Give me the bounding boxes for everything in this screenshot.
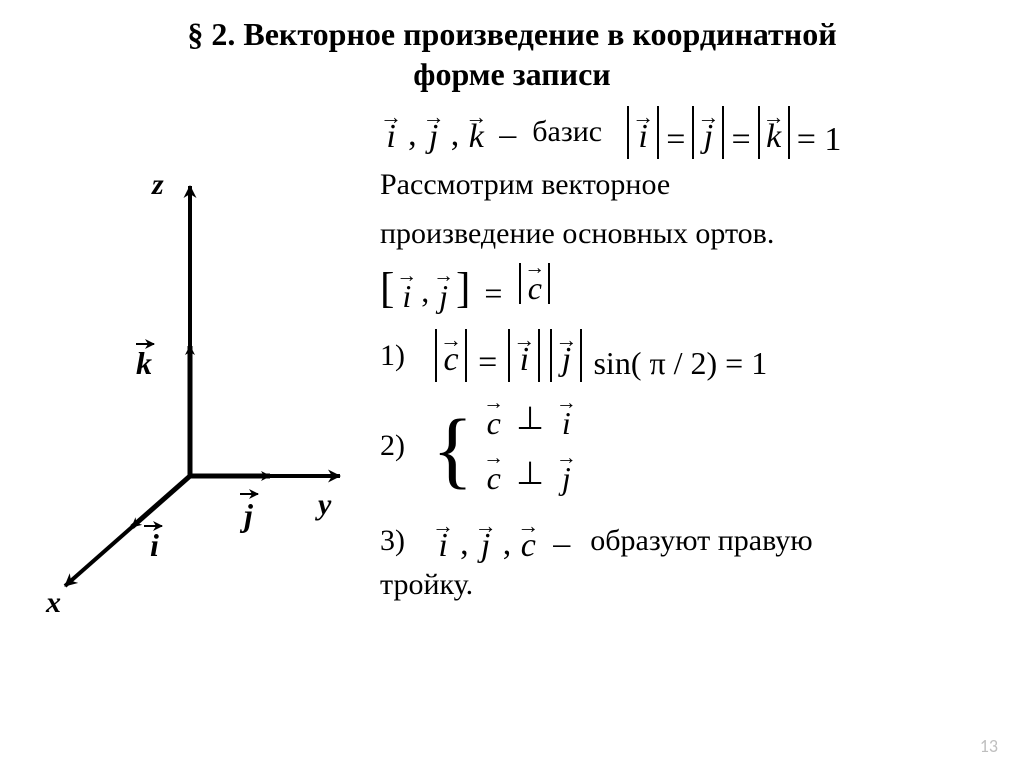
axes-svg: z y x k j i [40,146,370,616]
item-3: 3) →i , →j , →c – образуют правую тройку… [380,520,1024,604]
axis-label-x: x [45,586,61,616]
label-j: j [239,494,258,533]
page: § 2. Векторное произведение в координатн… [0,0,1024,767]
axis-label-z: z [151,168,164,201]
consider-line-2: произведение основных ортов. [380,214,1024,253]
curly-brace-icon: { [432,415,473,484]
abs-j: →j [689,106,727,159]
content-area: z y x k j i [40,106,984,746]
svg-text:j: j [239,497,253,533]
vec-i: →i [380,111,402,154]
slide-number: 13 [980,735,998,757]
svg-text:k: k [136,345,152,381]
axes-diagram: z y x k j i [40,146,370,606]
unit-vector-i [132,476,190,527]
basis-line: →i , →j , →k – базис →i = →j = →k = 1 [380,106,1024,159]
svg-text:i: i [150,527,159,563]
eq-one: = 1 [797,121,842,159]
vec-k: →k [465,111,487,154]
label-i: i [144,526,162,563]
abs-k: →k [755,106,793,159]
cross-eq: →i , →j = →c [380,263,1024,320]
label-k: k [136,344,154,381]
consider-line-1: Рассмотрим векторное [380,165,1024,204]
section-title: § 2. Векторное произведение в координатн… [40,14,984,94]
bracket-ij: →i , →j [380,263,470,319]
abs-c-small: →c [516,263,553,305]
item-2: 2) { →c ⊥ →i →c ⊥ →j [380,398,1024,493]
item-1: 1) →c = →i →j sin( π / 2) = 1 [380,329,1024,382]
abs-i: →i [624,106,662,159]
vec-j: →j [423,111,445,154]
basis-word: базис [532,115,602,149]
title-line-2: форме записи [413,56,610,92]
right-column: →i , →j , →k – базис →i = →j = →k = 1 [380,106,1024,614]
title-line-1: § 2. Векторное произведение в координатн… [187,16,836,52]
axis-label-y: y [315,488,332,521]
